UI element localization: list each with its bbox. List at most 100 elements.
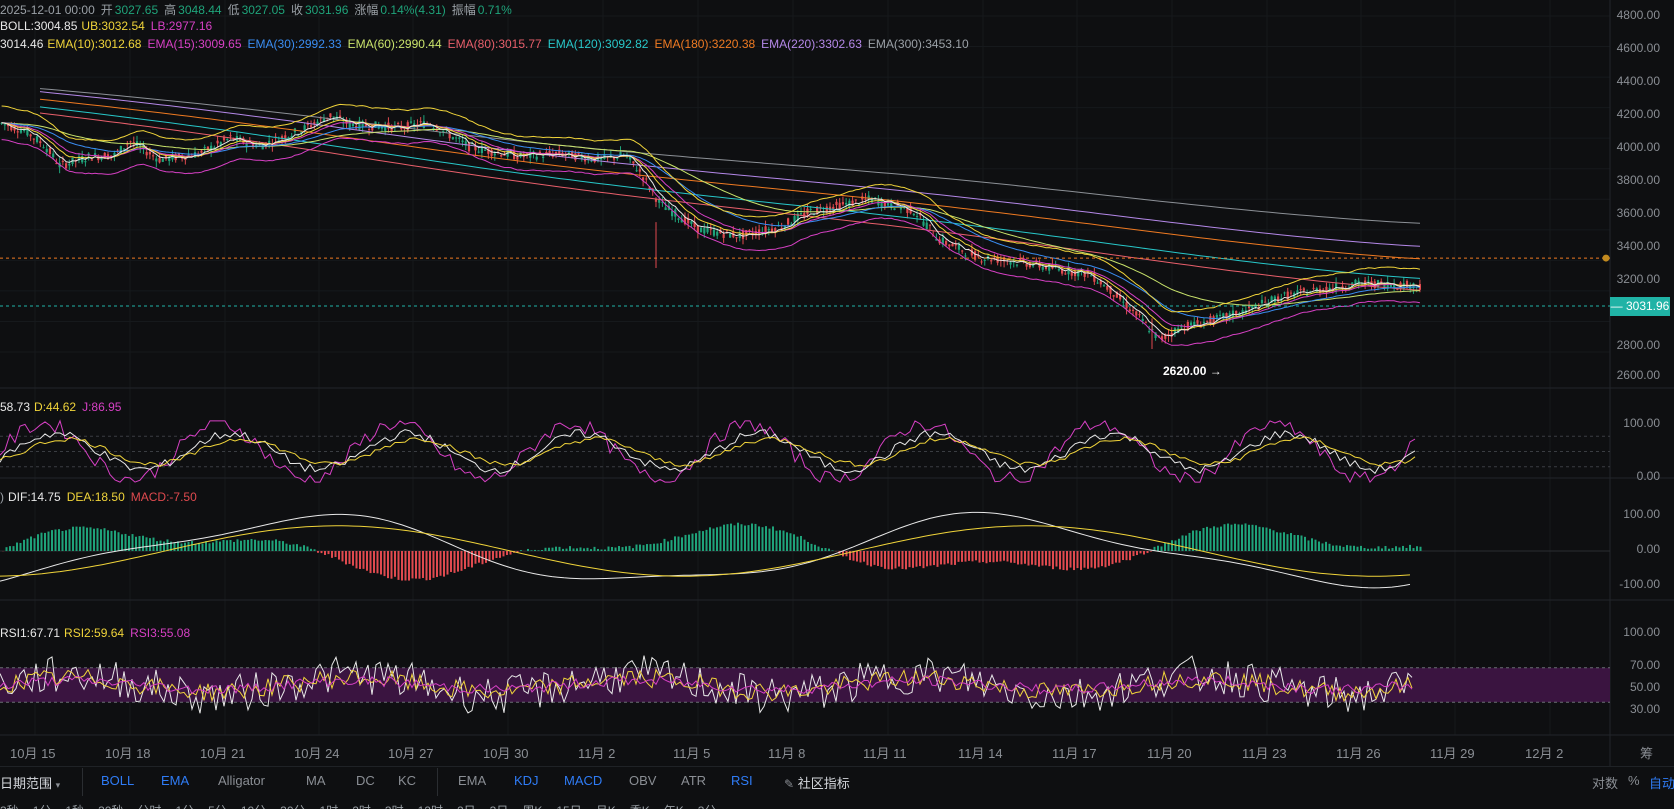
timeframe-button[interactable]: 分时 (137, 804, 161, 809)
timeframe-button[interactable]: 3秒 (0, 804, 19, 809)
candle-body (845, 202, 848, 205)
timeframe-button[interactable]: 12时 (418, 804, 443, 809)
candle-body (745, 230, 748, 235)
candle-body (993, 257, 996, 259)
macd-histogram-bar (226, 540, 228, 551)
macd-histogram-bar (1206, 526, 1208, 551)
indicator-alligator-button[interactable]: Alligator (218, 773, 265, 788)
candle-body (835, 201, 838, 206)
timeframe-button[interactable]: 1分 (33, 804, 52, 809)
candle-body (941, 237, 944, 245)
candle-body (1012, 260, 1015, 263)
macd-dea: DEA:18.50 (66, 490, 125, 504)
macd-histogram-bar (93, 528, 95, 551)
candle-body (1099, 281, 1102, 285)
timeframe-button[interactable]: 周K (522, 804, 542, 809)
macd-histogram-bar (1094, 551, 1096, 569)
macd-histogram-bar (1290, 533, 1292, 551)
timeframe-button[interactable]: 1时 (320, 804, 339, 809)
candle-body (155, 158, 158, 162)
community-indicators-button[interactable]: ✎ 社区指标 (784, 773, 850, 792)
candle-body (348, 121, 351, 128)
percent-scale-toggle[interactable]: % (1628, 773, 1640, 788)
indicator-atr-button[interactable]: ATR (681, 773, 707, 788)
indicator-ma-button[interactable]: MA (306, 773, 326, 788)
macd-histogram-bar (201, 543, 204, 551)
candle-body (313, 122, 316, 124)
timeframe-button[interactable]: 年K (664, 804, 684, 809)
candle-body (1057, 269, 1060, 271)
indicator-ema-button[interactable]: EMA (458, 773, 487, 788)
timeframe-button[interactable]: 10分 (241, 804, 266, 809)
macd-histogram-bar (653, 543, 655, 551)
candle-body (1354, 279, 1357, 284)
indicator-macd-button[interactable]: MACD (564, 773, 603, 788)
timeframe-button[interactable]: 月K (596, 804, 616, 809)
macd-histogram-bar (541, 549, 543, 551)
macd-histogram-bar (1416, 546, 1418, 551)
indicator-kdj-button[interactable]: KDJ (514, 773, 539, 788)
candle-body (587, 157, 590, 161)
macd-histogram-bar (989, 551, 991, 563)
candle-body (1119, 294, 1122, 300)
bar-date: 2025-12-01 00:00 (0, 3, 95, 17)
macd-histogram-bar (1220, 526, 1222, 551)
candle-body (1067, 266, 1070, 275)
macd-histogram-bar (551, 547, 554, 551)
macd-histogram-bar (1006, 551, 1009, 562)
macd-histogram-bar (579, 547, 582, 551)
indicator-dc-button[interactable]: DC (356, 773, 375, 788)
macd-histogram-bar (341, 551, 344, 562)
indicator-boll-button[interactable]: BOLL (101, 773, 135, 788)
timeframe-button[interactable]: 2日 (457, 804, 476, 809)
candle-body (935, 238, 938, 241)
candle-body (645, 178, 648, 180)
timeframe-button[interactable]: 1秒 (65, 804, 84, 809)
price-axis-label: 4200.00 (1616, 107, 1660, 121)
macd-histogram-bar (509, 551, 512, 555)
timeframe-button[interactable]: 季K (630, 804, 650, 809)
macd-histogram-bar (1374, 548, 1376, 551)
macd-histogram-bar (1199, 531, 1201, 551)
candle-body (322, 118, 326, 122)
timeframe-button[interactable]: 5分 (208, 804, 227, 809)
macd-histogram-bar (754, 523, 757, 551)
timeframe-button[interactable]: 3时 (385, 804, 404, 809)
candle-body (761, 231, 764, 235)
candle-body (1273, 296, 1276, 302)
indicator-ema-button[interactable]: EMA (161, 773, 190, 788)
macd-histogram-bar (355, 551, 358, 569)
candle-body (612, 156, 616, 160)
macd-histogram-bar (709, 527, 711, 551)
macd-axis-label: 100.00 (1623, 507, 1660, 521)
macd-histogram-bar (1178, 538, 1180, 551)
timeframe-button[interactable]: 1分 (175, 804, 194, 809)
candle-body (925, 222, 928, 230)
macd-histogram-bar (275, 539, 277, 551)
macd-histogram-bar (348, 551, 351, 564)
timeframe-button[interactable]: 30秒 (98, 804, 123, 809)
indicator-obv-button[interactable]: OBV (629, 773, 657, 788)
macd-histogram-bar (856, 551, 858, 562)
auto-scale-toggle[interactable]: 自动 (1649, 776, 1674, 791)
macd-histogram-bar (1223, 524, 1226, 551)
timeframe-button[interactable]: 15日 (556, 804, 581, 809)
macd-histogram-bar (803, 539, 806, 551)
log-scale-toggle[interactable]: 对数 (1592, 776, 1619, 791)
timeframe-button[interactable]: 3分 (698, 804, 717, 809)
macd-histogram-bar (877, 551, 879, 566)
indicator-kc-button[interactable]: KC (398, 773, 417, 788)
candle-body (990, 260, 993, 262)
timeframe-button[interactable]: 2时 (352, 804, 371, 809)
chip-distribution-tab[interactable]: 筹 (1640, 746, 1654, 761)
timeframe-button[interactable]: 30分 (280, 804, 305, 809)
date-range-dropdown[interactable]: 日期范围 ▾ (0, 773, 60, 792)
candle-body (226, 138, 229, 140)
macd-histogram-bar (516, 551, 519, 553)
macd-histogram-bar (520, 550, 522, 551)
indicator-rsi-button[interactable]: RSI (731, 773, 753, 788)
candle-body (632, 161, 635, 164)
candle-body (867, 195, 870, 200)
timeframe-button[interactable]: 3日 (490, 804, 509, 809)
